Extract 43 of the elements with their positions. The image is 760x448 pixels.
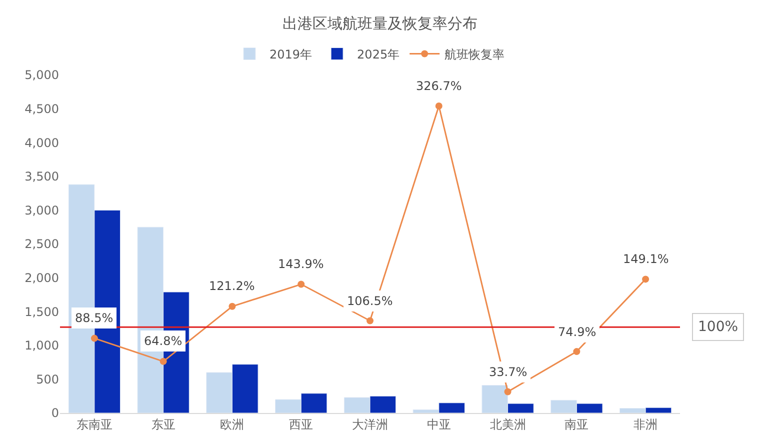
y-tick-label: 1,500 <box>24 304 59 319</box>
data-label: 106.5% <box>347 294 393 308</box>
y-tick-label: 3,500 <box>24 170 59 184</box>
data-label: 74.9% <box>558 325 596 339</box>
y-tick-label: 0 <box>51 406 59 420</box>
data-label: 149.1% <box>623 252 669 266</box>
x-tick-label: 中亚 <box>426 417 451 432</box>
x-tick-label: 大洋洲 <box>352 417 388 432</box>
data-label: 143.9% <box>278 257 324 271</box>
y-tick-label: 1,000 <box>24 338 59 353</box>
y-tick-label: 3,000 <box>24 203 59 218</box>
x-tick-label: 非洲 <box>634 417 658 432</box>
data-label: 88.5% <box>75 311 114 325</box>
point <box>573 348 580 356</box>
legend-label: 2019年 <box>270 47 312 62</box>
y-tick-label: 2,000 <box>24 271 59 285</box>
x-tick-label: 西亚 <box>289 417 314 432</box>
legend-label: 2025年 <box>357 47 400 62</box>
x-tick-label: 东南亚 <box>76 417 112 432</box>
x-tick-label: 北美洲 <box>490 417 526 432</box>
y-tick-label: 4,500 <box>24 102 59 116</box>
x-tick-label: 东亚 <box>151 417 176 432</box>
y-tick-label: 2,500 <box>24 237 59 252</box>
point <box>160 358 167 365</box>
point <box>366 317 374 324</box>
x-tick-label: 南亚 <box>564 417 589 432</box>
y-tick-label: 4,000 <box>24 136 59 150</box>
point <box>435 102 442 110</box>
point <box>298 280 305 288</box>
chart-title: 出港区域航班量及恢复率分布 <box>282 14 478 32</box>
data-label: 64.8% <box>144 334 182 348</box>
data-label: 326.7% <box>416 79 462 93</box>
point <box>642 276 650 283</box>
ref-line-label: 100% <box>698 319 738 335</box>
point <box>504 388 512 396</box>
data-label: 33.7% <box>489 365 528 379</box>
y-tick-label: 500 <box>36 372 59 386</box>
y-tick-label: 5,000 <box>24 68 59 82</box>
x-tick-label: 欧洲 <box>220 417 244 432</box>
point <box>228 302 236 310</box>
legend-label: 航班恢复率 <box>444 47 505 62</box>
point <box>90 334 98 342</box>
data-label: 121.2% <box>209 279 255 293</box>
